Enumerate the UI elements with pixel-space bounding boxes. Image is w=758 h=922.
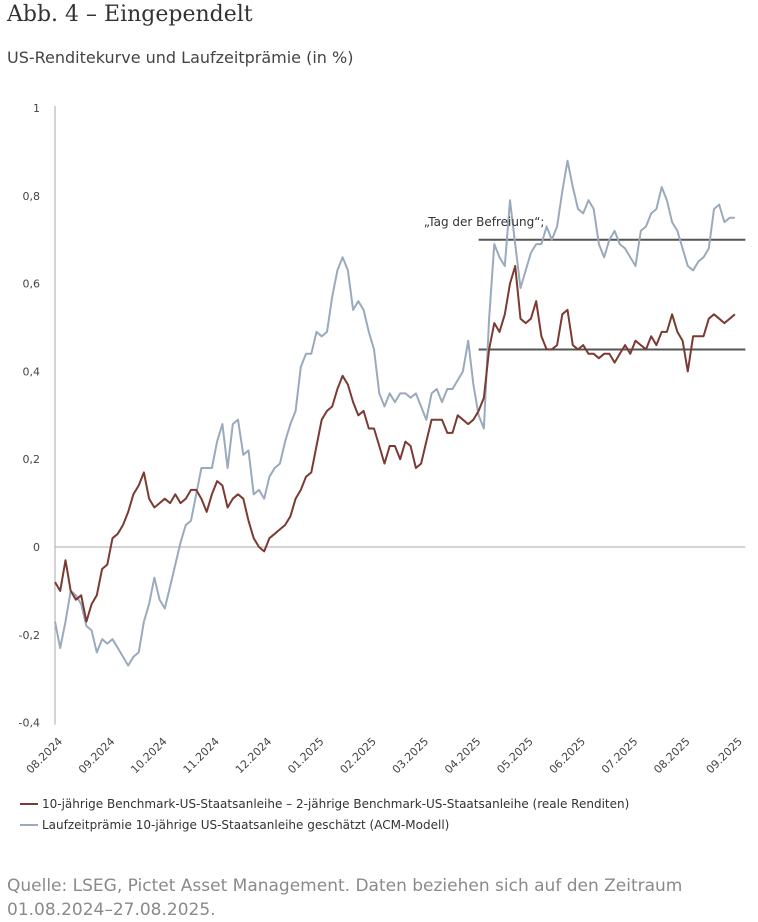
y-tick-label: 0 [33, 541, 40, 554]
legend-label: Laufzeitprämie 10-jährige US-Staatsanlei… [42, 818, 450, 832]
legend-label: 10-jährige Benchmark-US-Staatsanleihe – … [42, 797, 630, 811]
x-tick-label: 07.2025 [599, 735, 640, 776]
chart-subtitle: US-Renditekurve und Laufzeitprämie (in %… [7, 48, 354, 67]
y-tick-label: -0,4 [19, 717, 40, 730]
y-tick-label: 0,4 [23, 365, 41, 378]
x-tick-label: 01.2025 [285, 735, 326, 776]
y-tick-label: 0,2 [23, 453, 41, 466]
legend-swatch-red [20, 803, 38, 805]
x-tick-label: 09.2024 [76, 735, 117, 776]
x-tick-label: 08.2024 [24, 735, 65, 776]
y-tick-label: 0,8 [23, 190, 41, 203]
legend-item-term-premium: Laufzeitprämie 10-jährige US-Staatsanlei… [20, 818, 449, 832]
source-note: Quelle: LSEG, Pictet Asset Management. D… [7, 876, 683, 920]
annotation-label: „Tag der Befreiung“; [424, 215, 545, 229]
x-tick-label: 04.2025 [442, 735, 483, 776]
series-line-term-premium [54, 159, 735, 667]
y-tick-label: -0,2 [19, 629, 40, 642]
x-tick-label: 12.2024 [233, 735, 274, 776]
figure-title: Abb. 4 – Eingependelt [7, 2, 253, 27]
x-tick-label: 11.2024 [181, 735, 222, 776]
x-tick-label: 03.2025 [390, 735, 431, 776]
y-tick-label: 0,6 [23, 278, 41, 291]
legend-swatch-blue [20, 824, 38, 826]
x-tick-label: 05.2025 [494, 735, 535, 776]
y-tick-label: 1 [33, 102, 40, 115]
x-tick-label: 08.2025 [651, 735, 692, 776]
legend-item-yield-curve: 10-jährige Benchmark-US-Staatsanleihe – … [20, 797, 629, 811]
series-line-yield-curve [54, 265, 736, 623]
x-tick-label: 09.2025 [704, 735, 745, 776]
x-tick-label: 02.2025 [338, 735, 379, 776]
x-tick-label: 10.2024 [128, 735, 169, 776]
x-tick-label: 06.2025 [547, 735, 588, 776]
